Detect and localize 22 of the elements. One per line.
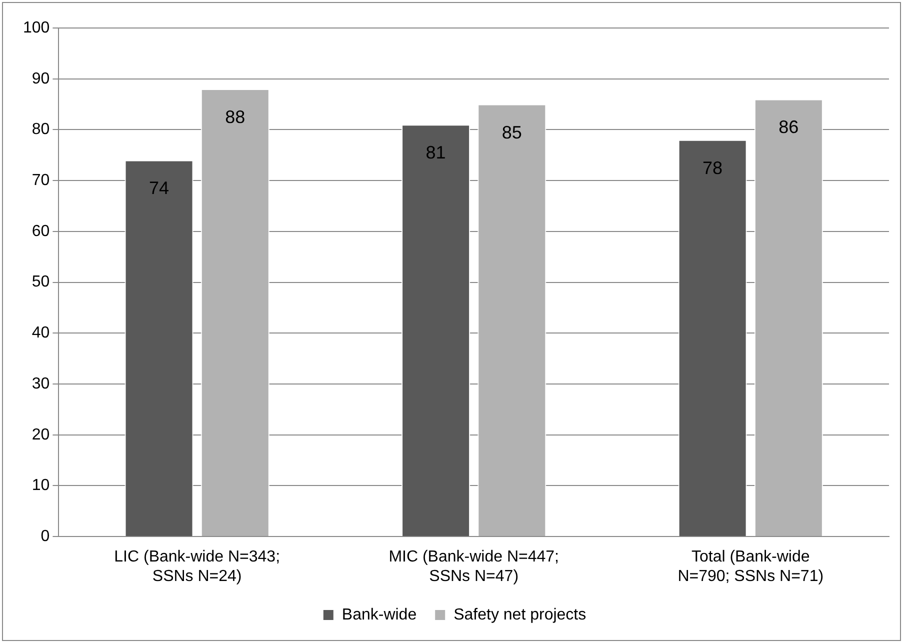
data-label: 85 (502, 122, 522, 142)
y-tick-label: 70 (32, 172, 50, 189)
y-tick-label: 100 (22, 19, 50, 36)
data-label: 74 (149, 178, 170, 198)
y-tick-label: 10 (32, 477, 50, 494)
y-tick-label: 40 (32, 324, 50, 342)
x-tick-label: LIC (Bank-wide N=343; SSNs N=24) (114, 548, 280, 585)
y-tick-label: 50 (32, 274, 50, 291)
x-tick-label: Total (Bank-wide N=790; SSNs N=71) (678, 548, 824, 585)
y-tick-label: 20 (32, 426, 50, 444)
legend-label: Bank-wide (342, 606, 417, 624)
data-label: 86 (778, 117, 799, 138)
y-tick-label: 90 (32, 70, 50, 88)
y-tick-label: 60 (32, 222, 50, 240)
data-label: 81 (426, 142, 446, 163)
legend-label: Safety net projects (454, 606, 586, 624)
y-tick-label: 80 (32, 121, 50, 138)
x-tick-label: MIC (Bank-wide N=447; SSNs N=47) (388, 548, 559, 585)
data-label: 78 (702, 158, 723, 178)
y-tick-label: 0 (40, 528, 50, 546)
y-tick-label: 30 (32, 375, 50, 392)
data-label: 88 (225, 107, 246, 127)
